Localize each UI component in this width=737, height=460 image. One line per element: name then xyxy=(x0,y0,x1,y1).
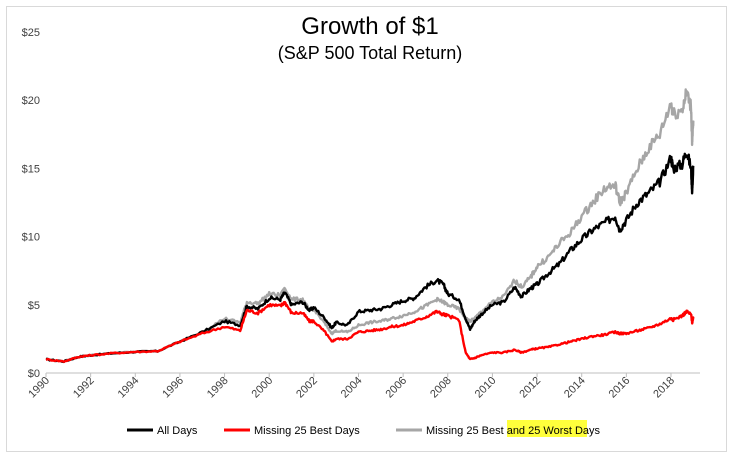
x-tick-label: 2012 xyxy=(517,375,543,401)
x-tick-label: 2016 xyxy=(607,375,633,401)
y-tick-label: $5 xyxy=(28,300,40,312)
x-tick-label: 2014 xyxy=(562,375,588,401)
x-tick-label: 2004 xyxy=(339,375,365,401)
y-tick-label: $15 xyxy=(22,163,40,175)
x-tick-label: 1994 xyxy=(116,375,142,401)
y-tick-label: $20 xyxy=(22,95,40,107)
legend-label: Missing 25 Best Days xyxy=(254,425,360,437)
y-tick-label: $25 xyxy=(22,27,40,39)
chart-title: Growth of $1 xyxy=(301,13,439,40)
legend-label: All Days xyxy=(157,425,198,437)
x-tick-label: 2018 xyxy=(651,375,677,401)
x-tick-label: 2000 xyxy=(250,375,276,401)
x-tick-label: 1996 xyxy=(160,375,186,401)
x-tick-label: 1992 xyxy=(71,375,97,401)
x-tick-label: 2006 xyxy=(383,375,409,401)
legend-label: Missing 25 Best and 25 Worst Days xyxy=(426,425,601,437)
y-tick-label: $0 xyxy=(28,368,40,380)
x-tick-label: 1998 xyxy=(205,375,231,401)
y-tick-label: $10 xyxy=(22,232,40,244)
chart-subtitle: (S&P 500 Total Return) xyxy=(277,43,463,63)
chart-frame xyxy=(6,6,727,452)
series-line-1 xyxy=(45,300,695,363)
x-tick-label: 2008 xyxy=(428,375,454,401)
legend-highlight xyxy=(507,420,587,437)
series-line-0 xyxy=(45,152,695,364)
x-tick-label: 2010 xyxy=(473,375,499,401)
title-block: Growth of $1 (S&P 500 Total Return) xyxy=(200,12,540,64)
x-tick-label: 2002 xyxy=(294,375,320,401)
